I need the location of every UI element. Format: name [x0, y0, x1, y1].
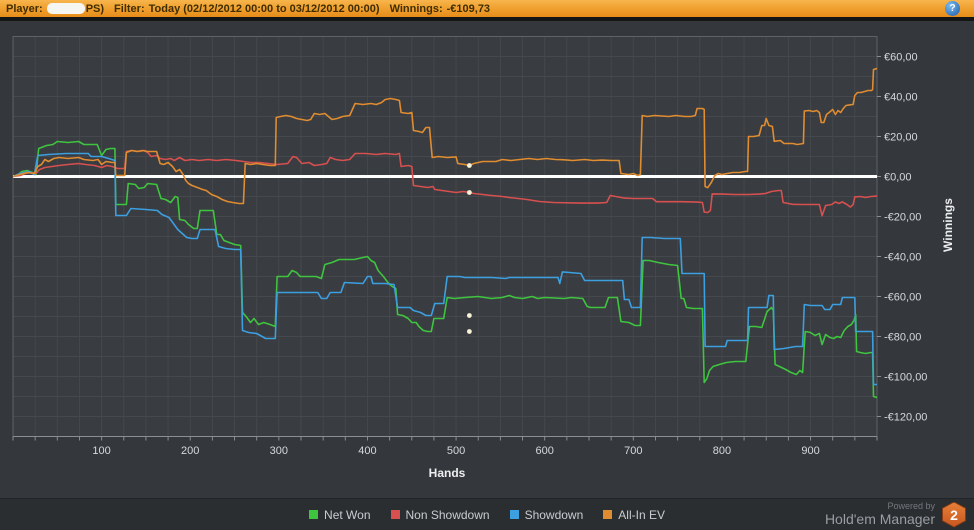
y-tick-label: -€80,00 [884, 332, 921, 344]
legend-item-non-showdown[interactable]: Non Showdown [390, 507, 490, 522]
x-tick-label: 900 [801, 445, 819, 457]
series-net-won [13, 140, 877, 399]
x-tick-label: 400 [358, 445, 376, 457]
marker-dot-showdown [466, 313, 472, 318]
legend-item-all-in-ev[interactable]: All-In EV [603, 508, 665, 522]
legend-swatch-icon [390, 510, 400, 519]
y-tick-label: €0,00 [884, 172, 912, 184]
filter-label: Filter: [114, 2, 145, 15]
help-icon[interactable]: ? [945, 1, 960, 16]
legend-label: Non Showdown [405, 507, 490, 522]
x-tick-label: 600 [536, 445, 554, 457]
legend-swatch-icon [309, 510, 319, 519]
player-name-suffix: PS) [85, 2, 105, 15]
y-tick-label: -€60,00 [884, 292, 921, 304]
x-tick-label: 200 [181, 445, 199, 457]
x-tick-label: 800 [713, 445, 731, 457]
y-tick-label: -€40,00 [884, 252, 921, 264]
y-tick-label: €40,00 [884, 92, 918, 104]
powered-by-block: Powered by Hold'em Manager 2 [825, 499, 966, 530]
footer-bar: Net Won Non Showdown Showdown All-In EV Pow… [0, 498, 974, 530]
x-tick-label: 700 [624, 445, 642, 457]
y-tick-label: -€120,00 [884, 412, 927, 424]
legend-swatch-icon [509, 510, 519, 519]
filter-value: Today (02/12/2012 00:00 to 03/12/2012 00… [148, 2, 380, 15]
legend-label: Showdown [524, 507, 584, 522]
y-tick-label: €60,00 [884, 52, 918, 64]
y-tick-label: -€100,00 [884, 372, 927, 384]
marker-dot-non-showdown [466, 190, 472, 195]
y-tick-label: -€20,00 [884, 212, 921, 224]
winnings-value: -€109,73 [446, 2, 491, 15]
x-tick-label: 300 [270, 445, 288, 457]
legend-label: All-In EV [618, 507, 665, 522]
legend-swatch-icon [603, 510, 613, 519]
y-tick-label: €20,00 [884, 132, 918, 144]
marker-dot-net-won [466, 329, 472, 334]
series-all-in-ev [13, 67, 877, 205]
series-showdown [13, 152, 877, 386]
winnings-chart[interactable]: 100 200 300 400 500 600 700 800 900 €60,00 €40,00 €… [0, 21, 974, 498]
legend-item-showdown[interactable]: Showdown [509, 507, 584, 522]
winnings-graph-panel: 100 200 300 400 500 600 700 800 900 €60,00 €40,00 €… [0, 21, 974, 498]
top-filter-bar: Player: PS) Filter: Today (02/12/2012 00… [0, 0, 974, 17]
winnings-label: Winnings: [389, 2, 443, 15]
chart-legend: Net Won Non Showdown Showdown All-In EV [0, 499, 974, 530]
legend-item-net-won[interactable]: Net Won [309, 507, 371, 522]
brand-name: Hold'em Manager [824, 510, 935, 527]
legend-label: Net Won [324, 507, 371, 522]
player-label: Player: [6, 2, 43, 15]
hem2-logo-icon: 2 [942, 501, 966, 528]
player-name-redacted [46, 3, 85, 14]
marker-dot-all-in-ev [466, 163, 472, 168]
powered-by-label: Powered by [887, 500, 935, 511]
x-axis-title: Hands [429, 466, 466, 480]
x-tick-label: 500 [447, 445, 465, 457]
x-tick-label: 100 [92, 445, 110, 457]
y-axis-title: Winnings [941, 198, 955, 252]
topbar-separator [0, 17, 974, 21]
